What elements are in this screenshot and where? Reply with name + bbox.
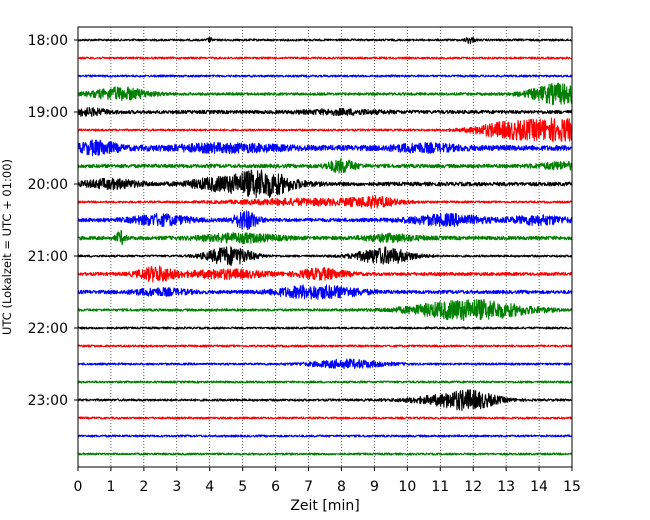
seismogram-trace-2130 — [77, 284, 573, 300]
y-axis-ticks: 18:00 19:00 20:00 21:00 22:00 23:00 — [28, 33, 78, 409]
seismogram-trace-2215 — [77, 344, 573, 348]
seismogram-trace-2015 — [77, 195, 573, 209]
x-tick-label: 15 — [563, 479, 581, 495]
y-tick-label: 19:00 — [28, 105, 68, 121]
y-axis-label: UTC (Lokalzeit = UTC + 01:00) — [0, 159, 14, 335]
seismogram-trace-2030 — [77, 210, 573, 231]
seismogram-trace-2200 — [77, 326, 573, 330]
seismogram-traces — [77, 36, 573, 456]
seismogram-trace-2315 — [77, 416, 573, 420]
seismogram-trace-1900 — [77, 106, 573, 118]
seismogram-trace-2330 — [77, 434, 573, 438]
x-tick-label: 8 — [337, 479, 346, 495]
y-tick-label: 22:00 — [28, 321, 68, 337]
x-tick-label: 11 — [431, 479, 449, 495]
seismogram-trace-2300 — [77, 389, 573, 411]
seismogram-trace-2345 — [77, 452, 573, 456]
x-tick-label: 6 — [271, 479, 280, 495]
x-tick-label: 7 — [304, 479, 313, 495]
seismogram-trace-2100 — [77, 246, 573, 266]
x-tick-label: 5 — [238, 479, 247, 495]
seismogram-trace-1815 — [77, 56, 573, 60]
seismogram-trace-2145 — [77, 299, 573, 322]
x-tick-label: 2 — [139, 479, 148, 495]
seismogram-trace-1930 — [77, 139, 573, 157]
x-tick-label: 4 — [205, 479, 214, 495]
seismogram-trace-2045 — [77, 230, 573, 246]
y-tick-label: 20:00 — [28, 177, 68, 193]
x-tick-label: 0 — [74, 479, 83, 495]
plot-frame — [77, 26, 573, 468]
seismogram-trace-1830 — [77, 74, 573, 78]
seismogram-trace-2245 — [77, 380, 573, 384]
seismogram-trace-2115 — [77, 265, 573, 283]
x-tick-label: 9 — [370, 479, 379, 495]
x-axis-label: Zeit [min] — [290, 498, 359, 514]
seismogram-trace-2230 — [77, 358, 573, 370]
seismogram-trace-2000 — [77, 169, 573, 199]
x-tick-label: 10 — [398, 479, 416, 495]
y-tick-label: 18:00 — [28, 33, 68, 49]
x-axis-ticks: 0 1 2 3 4 5 6 7 8 9 10 11 12 13 14 15 — [74, 467, 581, 495]
y-tick-label: 23:00 — [28, 393, 68, 409]
seismogram-trace-1915 — [77, 117, 573, 143]
seismogram-trace-1945 — [77, 157, 573, 174]
seismogram-trace-1845 — [77, 82, 573, 106]
x-tick-label: 1 — [106, 479, 115, 495]
seismogram-trace-1800 — [77, 36, 573, 45]
y-tick-label: 21:00 — [28, 249, 68, 265]
x-tick-label: 12 — [464, 479, 482, 495]
x-tick-label: 3 — [172, 479, 181, 495]
x-tick-label: 13 — [497, 479, 515, 495]
x-tick-label: 14 — [530, 479, 548, 495]
